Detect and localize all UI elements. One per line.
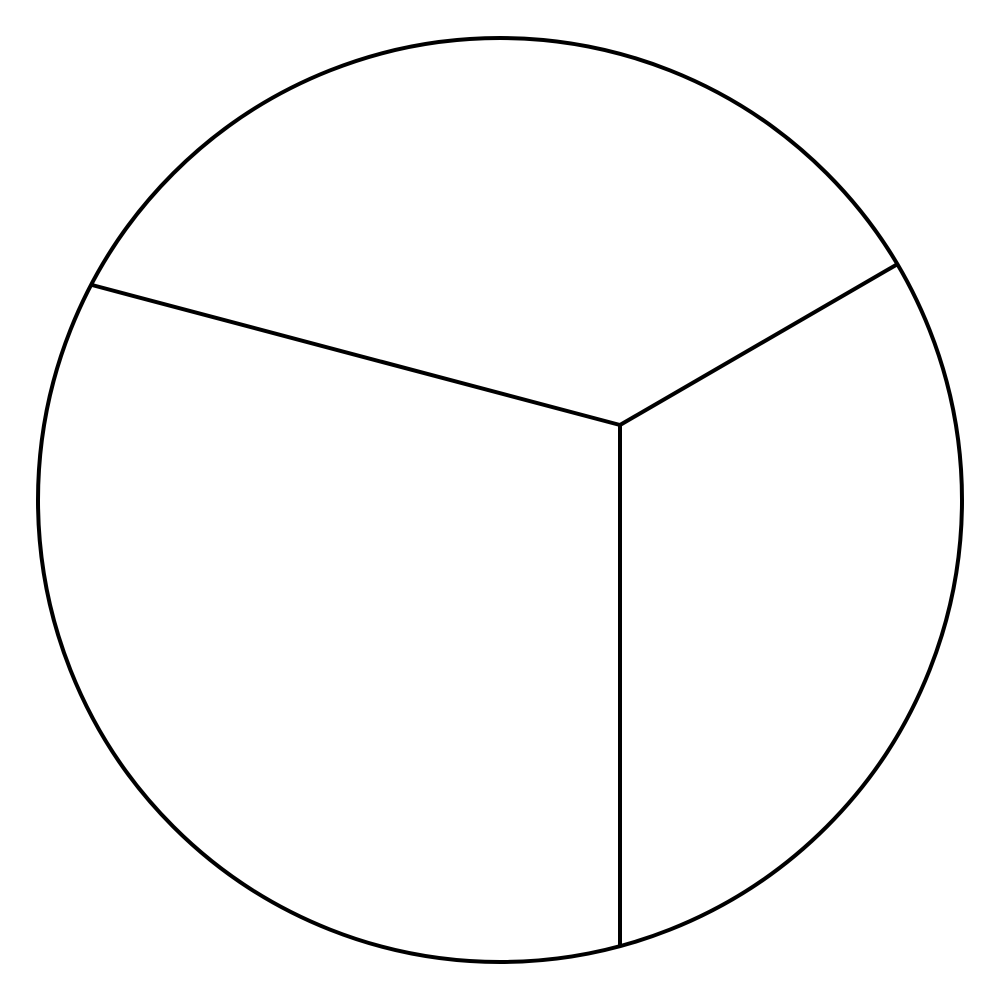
outer-circle <box>38 38 962 962</box>
